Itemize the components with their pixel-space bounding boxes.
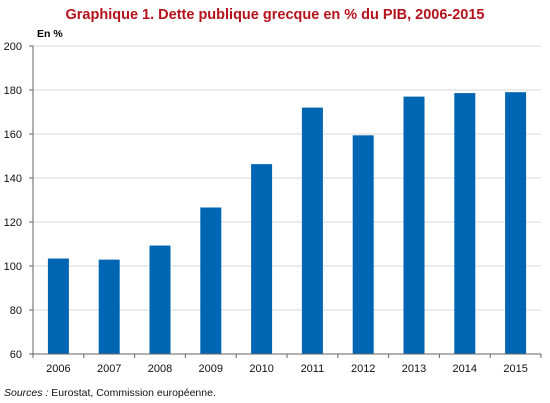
bars	[47, 92, 527, 354]
bar-2006	[47, 258, 69, 354]
bar-2011	[301, 107, 323, 354]
bar-2007	[98, 259, 120, 354]
y-tick-label: 140	[4, 173, 22, 185]
y-tick-label: 160	[4, 129, 22, 141]
x-tick-label: 2015	[503, 363, 527, 375]
bar-2010	[251, 164, 273, 354]
x-tick-label: 2010	[249, 363, 273, 375]
x-tick-label: 2013	[402, 363, 426, 375]
x-tick-label: 2008	[148, 363, 172, 375]
y-unit-label: En %	[37, 28, 63, 40]
y-tick-labels: 60 80 100 120 140 160 180 200	[4, 41, 22, 361]
y-tick-label: 200	[4, 41, 22, 53]
bar-2009	[200, 207, 222, 354]
bar-2013	[403, 96, 425, 354]
y-tick-label: 60	[10, 349, 22, 361]
x-tick-label: 2014	[453, 363, 477, 375]
source-note: Sources : Eurostat, Commission européenn…	[4, 387, 216, 399]
x-tick-label: 2009	[199, 363, 223, 375]
x-tick-label: 2007	[97, 363, 121, 375]
chart-title: Graphique 1. Dette publique grecque en %…	[66, 7, 485, 23]
bar-2008	[149, 245, 171, 354]
axes	[29, 45, 542, 358]
x-tick-label: 2006	[46, 363, 70, 375]
bar-2015	[505, 92, 527, 354]
bar-2014	[454, 93, 476, 354]
source-label: Sources :	[4, 387, 48, 399]
y-tick-label: 180	[4, 85, 22, 97]
x-tick-label: 2011	[301, 363, 325, 375]
y-tick-label: 100	[4, 261, 22, 273]
y-tick-label: 80	[10, 305, 22, 317]
y-tick-label: 120	[4, 217, 22, 229]
source-text: Eurostat, Commission européenne.	[48, 387, 216, 399]
x-tick-labels: 2006 2007 2008 2009 2010 2011 2012 2013 2014 2015	[46, 363, 528, 375]
bar-2012	[352, 135, 374, 354]
x-tick-label: 2012	[351, 363, 375, 375]
